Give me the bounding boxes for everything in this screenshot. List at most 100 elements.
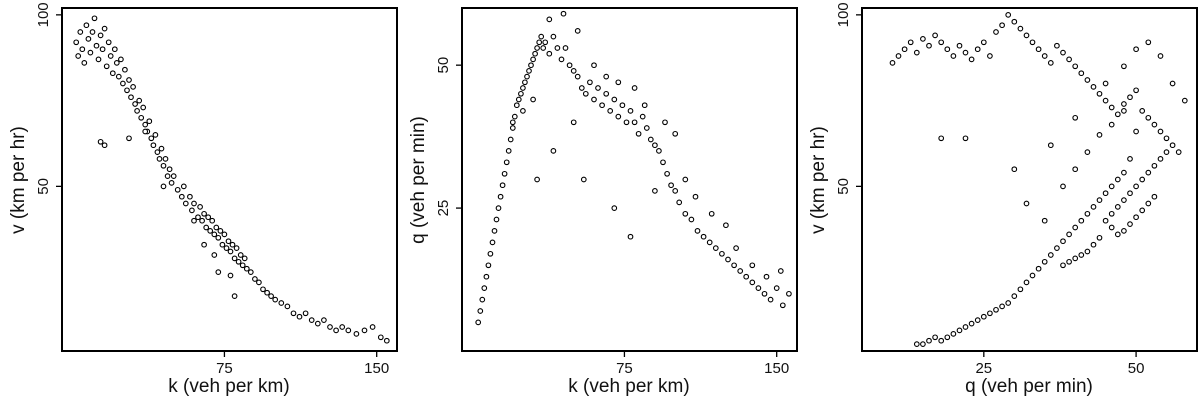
data-point	[1054, 245, 1060, 251]
data-point	[477, 308, 484, 314]
data-point	[118, 56, 124, 63]
data-point	[77, 29, 84, 35]
data-point	[308, 317, 315, 323]
data-point	[956, 327, 963, 334]
data-point	[505, 148, 512, 154]
data-point	[623, 119, 630, 126]
data-point	[1041, 217, 1048, 224]
data-point	[260, 286, 266, 293]
data-point	[611, 96, 618, 103]
data-point	[749, 279, 756, 286]
data-point	[615, 79, 622, 86]
data-point	[1084, 248, 1091, 255]
data-point	[522, 79, 528, 86]
data-point	[532, 50, 538, 57]
data-point	[278, 300, 285, 306]
data-point	[256, 279, 262, 286]
data-point	[1011, 18, 1018, 25]
data-point	[503, 159, 510, 166]
data-point	[1005, 300, 1012, 306]
y-axis-label: v (km per hr)	[8, 126, 29, 234]
data-point	[1096, 197, 1103, 203]
data-point	[546, 50, 553, 57]
data-point	[767, 296, 774, 303]
data-point	[333, 327, 339, 334]
x-tick-label: 75	[216, 360, 233, 377]
data-point	[643, 125, 650, 131]
data-point	[1114, 111, 1121, 118]
data-point	[160, 162, 167, 169]
data-point	[737, 268, 744, 274]
data-point	[566, 62, 573, 69]
data-point	[1114, 204, 1121, 210]
data-point	[168, 180, 175, 186]
data-point	[122, 66, 128, 73]
data-point	[197, 204, 203, 210]
data-point	[777, 268, 784, 274]
data-point	[487, 250, 494, 257]
data-point	[591, 96, 597, 103]
data-point	[140, 104, 147, 111]
data-point	[85, 36, 92, 42]
data-point	[142, 121, 149, 128]
data-point	[733, 245, 739, 251]
data-point	[1139, 207, 1146, 214]
plot-frame	[61, 7, 398, 352]
plot-frame	[461, 7, 798, 352]
data-point	[1017, 286, 1024, 293]
data-point	[528, 62, 534, 69]
data-point	[968, 320, 975, 327]
data-point	[672, 130, 679, 137]
data-point	[154, 149, 161, 155]
data-point	[603, 73, 610, 80]
data-point	[1066, 56, 1072, 63]
data-point	[1090, 204, 1097, 210]
data-point	[950, 331, 957, 337]
data-point	[999, 22, 1005, 29]
data-point	[540, 45, 547, 51]
data-point	[252, 276, 258, 282]
data-point	[79, 46, 86, 53]
data-point	[148, 135, 155, 142]
data-point	[962, 135, 969, 142]
data-point	[509, 119, 516, 126]
data-point	[993, 306, 999, 313]
data-point	[377, 334, 384, 341]
data-point	[1127, 221, 1133, 227]
x-axis-label: q (veh per min)	[965, 376, 1093, 397]
data-point	[534, 176, 540, 183]
data-point	[1145, 169, 1152, 176]
data-point	[180, 183, 187, 190]
data-point	[1084, 210, 1091, 217]
data-point	[97, 32, 104, 39]
data-point	[485, 262, 492, 269]
data-point	[1072, 224, 1079, 231]
data-point	[1066, 231, 1072, 238]
data-point	[520, 85, 526, 91]
data-point	[327, 324, 333, 330]
data-point	[603, 90, 610, 97]
data-point	[652, 142, 658, 149]
data-point	[520, 108, 526, 114]
y-tick-label: 50	[835, 178, 852, 195]
data-point	[631, 119, 638, 126]
data-point	[219, 241, 226, 248]
data-point	[314, 320, 321, 327]
y-ticks: 50 100	[835, 2, 862, 195]
data-point	[580, 176, 587, 183]
data-point	[1108, 224, 1115, 231]
data-point	[126, 77, 132, 83]
data-point	[920, 36, 926, 42]
data-point	[1054, 42, 1060, 49]
y-tick-label: 100	[835, 2, 852, 27]
data-point	[708, 210, 715, 217]
data-point	[345, 327, 352, 334]
data-point	[174, 186, 181, 193]
data-point	[187, 193, 193, 200]
data-point	[641, 102, 648, 109]
data-point	[731, 262, 737, 269]
data-point	[239, 262, 246, 269]
data-point	[550, 33, 557, 40]
